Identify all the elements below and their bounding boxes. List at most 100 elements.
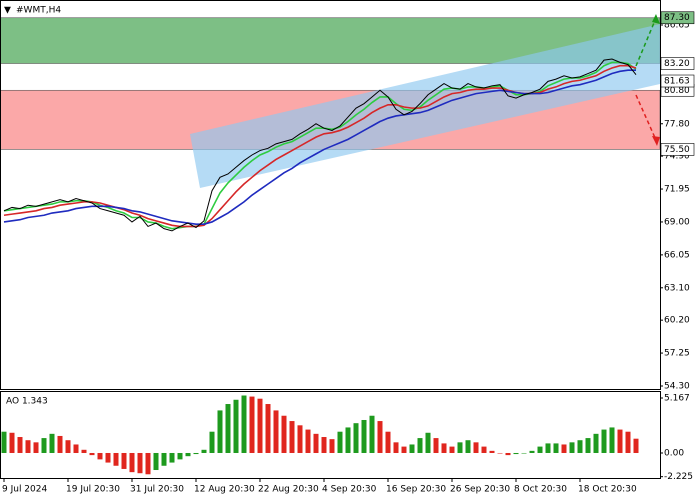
ao-bar	[249, 396, 255, 453]
ao-bar	[433, 438, 439, 453]
ao-bar	[585, 438, 591, 453]
x-tick-label: 26 Sep 20:30	[450, 485, 510, 495]
ao-bar	[105, 452, 111, 463]
x-tick-label: 12 Aug 20:30	[194, 485, 255, 495]
y-tick-label: 66.05	[664, 250, 690, 260]
ao-bar	[505, 452, 511, 456]
ao-bar	[225, 404, 231, 453]
indicator-label: AO 1.343	[6, 397, 48, 407]
ao-bar	[57, 435, 63, 453]
x-tick-label: 18 Oct 20:30	[578, 485, 637, 495]
ao-bar	[89, 452, 95, 456]
ao-bar	[617, 429, 623, 453]
ao-bar	[489, 450, 495, 453]
ao-bar	[481, 446, 487, 453]
ao-bar	[217, 410, 223, 453]
down-arrow-head	[652, 136, 660, 146]
ao-bar	[369, 415, 375, 453]
ao-bar	[1, 431, 7, 453]
ao-bar	[601, 429, 607, 453]
y-tick-label: 77.80	[664, 119, 690, 129]
ao-bar	[137, 452, 143, 474]
ao-bar	[609, 427, 615, 453]
ao-bar	[97, 452, 103, 460]
ao-bar	[545, 443, 551, 453]
chart-title: #WMT,H4	[16, 6, 61, 16]
ao-bar	[129, 452, 135, 473]
y-tick-label: 5.167	[664, 393, 690, 403]
ao-bar	[121, 452, 127, 469]
ao-bar	[153, 452, 159, 471]
y-tick-label: 54.30	[664, 381, 690, 391]
ao-bar	[193, 452, 199, 455]
ao-bar	[41, 438, 47, 453]
price-label-box	[660, 74, 695, 88]
y-tick-label: 57.25	[664, 349, 690, 359]
y-tick-label: -2.225	[664, 472, 693, 482]
ao-bar	[425, 432, 431, 453]
ao-bar	[145, 452, 151, 475]
y-tick-label: 75.50	[664, 145, 690, 155]
ao-bar	[273, 410, 279, 453]
ao-bar	[161, 452, 167, 466]
ao-bar	[281, 415, 287, 453]
y-tick-label: 74.90	[664, 152, 690, 162]
y-tick-label: 87.30	[664, 13, 690, 23]
ao-bar	[81, 449, 87, 453]
y-tick-label: 0.00	[664, 448, 684, 458]
ao-bar	[9, 432, 15, 453]
ao-bar	[33, 442, 39, 453]
ao-bar	[465, 440, 471, 453]
ao-bar	[497, 452, 503, 454]
ao-bar	[625, 431, 631, 453]
ao-bar	[361, 419, 367, 453]
ao-bar	[353, 423, 359, 453]
ao-bar	[73, 444, 79, 453]
up-arrow-head	[652, 14, 660, 24]
y-tick-label: 60.20	[664, 316, 690, 326]
y-tick-label: 69.00	[664, 217, 690, 227]
ao-bar	[529, 450, 535, 453]
ao-bar	[305, 429, 311, 453]
ao-bar	[385, 431, 391, 453]
ao-bar	[17, 437, 23, 453]
ao-bar	[513, 452, 519, 455]
y-tick-label: 81.63	[664, 77, 690, 87]
x-tick-label: 4 Sep 20:30	[322, 485, 377, 495]
moving-average	[3, 69, 636, 225]
price-label-box	[660, 143, 695, 156]
ao-bar	[377, 421, 383, 453]
ao-bar	[537, 446, 543, 453]
ao-bar	[569, 442, 575, 453]
ao-bar	[345, 427, 351, 453]
ao-bar	[449, 446, 455, 453]
ao-bar	[201, 449, 207, 453]
y-tick-label: 63.10	[664, 283, 690, 293]
ao-bar	[209, 431, 215, 453]
ao-bar	[409, 444, 415, 453]
ao-bar	[241, 395, 247, 453]
ao-bar	[457, 442, 463, 453]
x-tick-label: 19 Jul 20:30	[66, 485, 120, 495]
x-tick-label: 16 Sep 20:30	[386, 485, 446, 495]
menu-arrow[interactable]: ▼	[4, 6, 11, 16]
ao-bar	[577, 440, 583, 453]
ao-bar	[289, 421, 295, 453]
ao-bar	[113, 452, 119, 466]
ao-bar	[313, 433, 319, 453]
ao-bar	[65, 440, 71, 453]
y-tick-label: 83.20	[664, 59, 690, 69]
ao-bar	[473, 442, 479, 453]
ao-bar	[321, 437, 327, 453]
ao-bar	[633, 438, 639, 453]
x-tick-label: 9 Jul 2024	[2, 485, 47, 495]
ao-bar	[25, 440, 31, 453]
ao-bar	[401, 446, 407, 453]
ao-bar	[257, 398, 263, 453]
ao-bar	[233, 399, 239, 453]
ao-bar	[177, 452, 183, 460]
ao-bar	[441, 443, 447, 453]
price-pane-border	[0, 0, 661, 390]
ao-bar	[417, 438, 423, 453]
